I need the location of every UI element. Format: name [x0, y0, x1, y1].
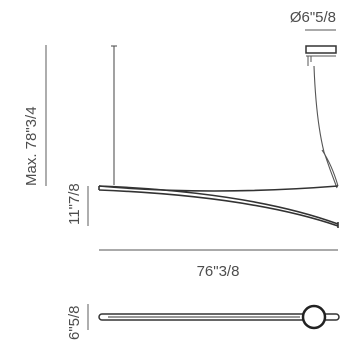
width-label: 76"3/8 [197, 263, 240, 280]
top-view-fixture [98, 304, 340, 330]
top-view-canopy-circle [301, 304, 327, 330]
canopy-diameter-label: Ø6"5/8 [290, 9, 336, 26]
top-view-depth-label: 6"5/8 [66, 305, 83, 340]
power-cord [313, 65, 338, 189]
arc-depth-label: 11"7/8 [66, 183, 83, 225]
power-cord-second [321, 149, 339, 187]
max-drop-label: Max. 78"3/4 [23, 106, 40, 186]
curved-fixture-body [98, 185, 339, 228]
ceiling-canopy [305, 45, 337, 66]
